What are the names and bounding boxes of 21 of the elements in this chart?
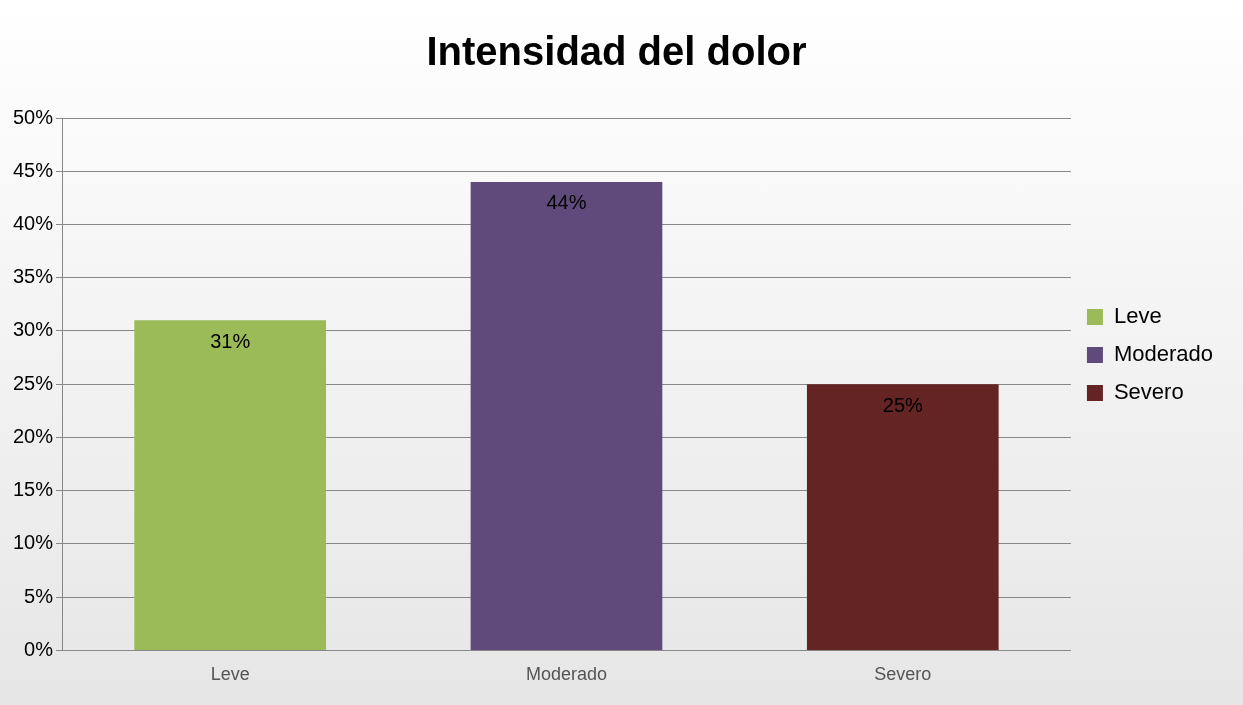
data-label: 31% — [210, 329, 251, 352]
x-tick-label: Severo — [874, 664, 932, 685]
y-tick-label: 0% — [24, 637, 54, 660]
legend-label: Leve — [1113, 303, 1162, 329]
x-tick-label: Leve — [210, 664, 250, 685]
data-label: 44% — [546, 191, 587, 214]
x-tick-label: Moderado — [525, 664, 608, 685]
y-tick-label: 25% — [13, 371, 54, 394]
legend-label: Severo — [1113, 379, 1184, 405]
legend-label: Moderado — [1113, 341, 1214, 367]
y-tick-label: 20% — [13, 424, 54, 447]
y-tick-label: 10% — [13, 531, 54, 554]
y-tick-label: 5% — [24, 584, 54, 607]
y-tick-label: 45% — [13, 158, 54, 181]
data-label: 25% — [882, 393, 924, 416]
y-tick-label: 50% — [13, 105, 54, 128]
y-tick-label: 15% — [13, 478, 54, 501]
chart-title: Intensidad del dolor — [426, 29, 807, 74]
y-tick-label: 30% — [13, 318, 54, 341]
y-tick-label: 35% — [13, 265, 54, 288]
y-tick-label: 40% — [13, 212, 54, 234]
